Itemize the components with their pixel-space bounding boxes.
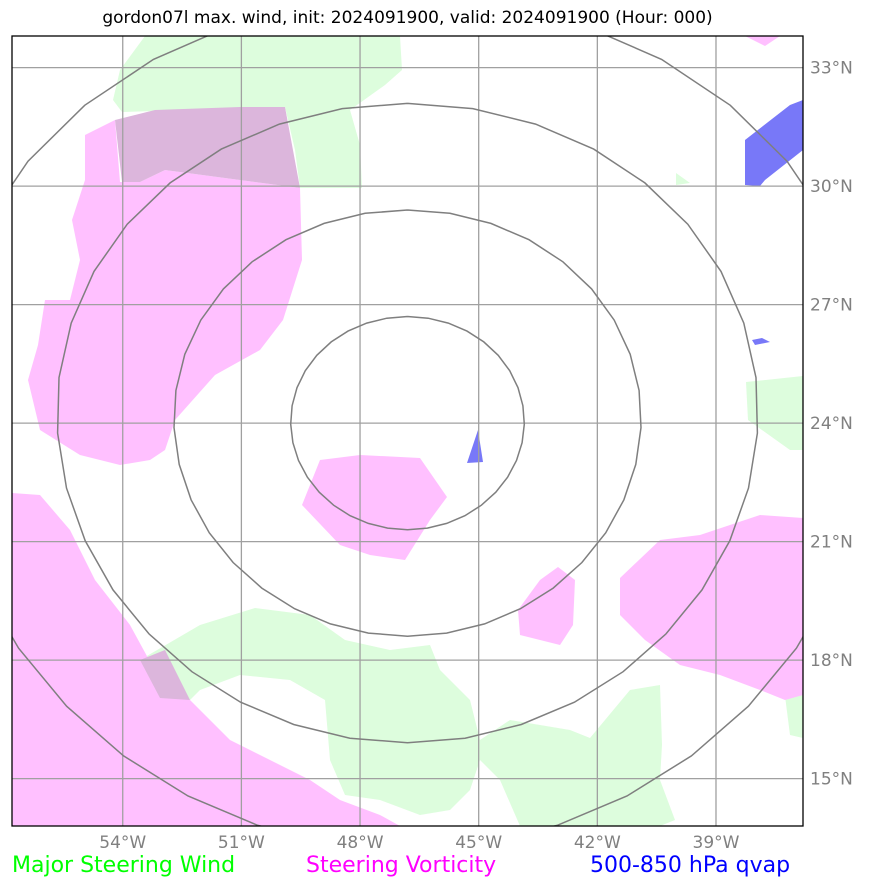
lon-tick-label: 42°W (574, 833, 621, 853)
lat-tick-label: 18°N (810, 651, 853, 671)
range-ring (56, 102, 759, 744)
wind-region-southeast (785, 694, 803, 738)
wind-region-east (746, 376, 803, 450)
lat-tick-label: 27°N (810, 296, 853, 316)
longitude-tick-labels: 54°W 51°W 48°W 45°W 42°W 39°W (99, 833, 739, 853)
legend-steering-vorticity: Steering Vorticity (306, 853, 497, 878)
wind-region-south (140, 608, 675, 826)
qvap-region-center (467, 430, 483, 463)
vorticity-region-east (620, 515, 803, 700)
overlap-region-south (140, 650, 190, 700)
legend-qvap: 500-850 hPa qvap (590, 853, 791, 878)
latitude-tick-labels: 15°N 18°N 21°N 24°N 27°N 30°N 33°N (810, 59, 853, 790)
qvap-region-northeast (745, 100, 803, 186)
lat-tick-label: 33°N (810, 59, 853, 79)
lat-tick-label: 24°N (810, 414, 853, 434)
lon-tick-label: 48°W (337, 833, 384, 853)
graticule (12, 36, 803, 826)
overlap-region-north (115, 107, 300, 188)
wind-region-north (113, 36, 402, 188)
overlap-regions (115, 107, 300, 700)
vorticity-region-center (302, 455, 447, 560)
range-rings (12, 36, 803, 826)
qvap-region-east (752, 338, 770, 345)
legend-steering-wind: Major Steering Wind (12, 853, 236, 878)
plot-frame (11, 35, 804, 827)
wind-region-east-small (676, 173, 690, 185)
lat-tick-label: 21°N (810, 533, 853, 553)
range-ring (173, 209, 642, 637)
lon-tick-label: 51°W (218, 833, 265, 853)
lat-tick-label: 15°N (810, 770, 853, 790)
steering-wind-regions (113, 36, 803, 826)
lon-tick-label: 45°W (455, 833, 502, 853)
vorticity-region-northwest (28, 120, 302, 465)
range-ring (289, 315, 526, 531)
lat-tick-label: 30°N (810, 177, 853, 197)
map-title: gordon07l max. wind, init: 2024091900, v… (102, 8, 713, 28)
vorticity-region-top (745, 36, 780, 46)
lon-tick-label: 39°W (693, 833, 740, 853)
vorticity-region-east-mid (518, 567, 575, 645)
lon-tick-label: 54°W (99, 833, 146, 853)
